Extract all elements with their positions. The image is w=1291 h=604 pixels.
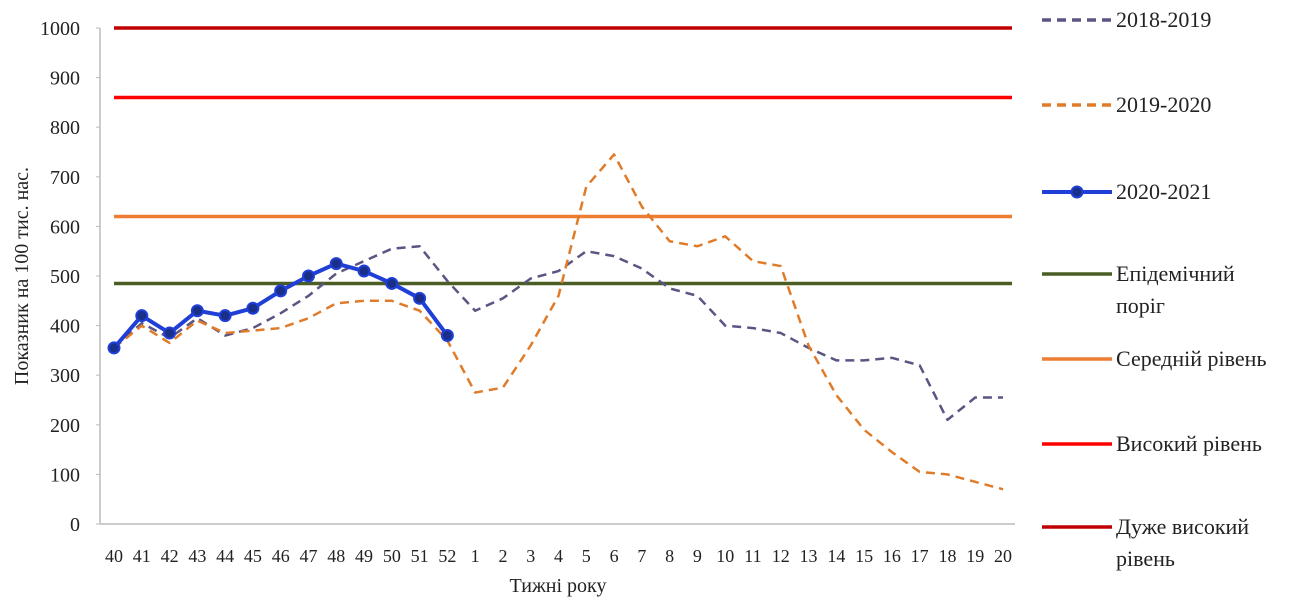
point [357,264,371,278]
legend-item: Епідемічний поріг [1040,258,1276,322]
x-tick-label: 7 [637,546,646,566]
legend-label: Епідемічний поріг [1116,261,1235,318]
x-axis-label: Тижні року [510,575,607,597]
point [246,301,260,315]
x-tick-label: 17 [911,546,929,566]
point [301,269,315,283]
legend-label: Дуже високий рівень [1116,514,1250,571]
x-tick-label: 5 [582,546,591,566]
x-tick-label: 11 [744,546,761,566]
x-tick-label: 52 [438,546,456,566]
point [107,341,121,355]
point [135,309,149,323]
x-tick-label: 6 [610,546,619,566]
y-tick-label: 400 [50,316,80,338]
legend-item: Високий рівень [1040,428,1276,460]
point [440,329,454,343]
x-tick-label: 46 [272,546,290,566]
x-tick-label: 51 [411,546,429,566]
series-line [113,153,1004,491]
x-tick-label: 16 [883,546,901,566]
x-tick-label: 3 [526,546,535,566]
x-tick-label: 42 [161,546,179,566]
legend-swatch [1042,18,1112,22]
x-tick-label: 49 [355,546,373,566]
x-tick-label: 40 [105,546,123,566]
chart: Показник на 100 тис. нас. Тижні року 0 10… [11,18,1015,597]
y-tick-label: 600 [50,216,80,238]
point [190,304,204,318]
x-tick-label: 9 [693,546,702,566]
y-tick-label: 500 [50,266,80,288]
legend-item: 2018-2019 [1040,4,1276,36]
legend-item: 2019-2020 [1040,89,1276,121]
legend-swatch [1042,272,1112,276]
x-tick-label: 43 [188,546,206,566]
y-tick-label: 200 [50,415,80,437]
x-tick-label: 19 [966,546,984,566]
x-tick-label: 18 [938,546,956,566]
series-line [113,244,1003,422]
x-tick-label: 44 [216,546,234,566]
legend-swatch [1042,442,1112,446]
y-tick-label: 1000 [40,18,80,40]
x-tick-label: 41 [133,546,151,566]
x-tick-label: 47 [299,546,317,566]
legend-marker [1070,185,1084,199]
legend-label: 2018-2019 [1116,7,1212,32]
legend-label: Високий рівень [1116,431,1262,456]
legend-swatch [1042,185,1112,199]
y-tick-label: 300 [50,365,80,387]
y-tick-label: 900 [50,68,80,90]
y-tick-label: 100 [50,464,80,486]
x-tick-label: 4 [554,546,563,566]
x-tick-label: 2 [498,546,507,566]
x-tick-label: 48 [327,546,345,566]
x-tick-label: 50 [383,546,401,566]
x-tick-label: 10 [716,546,734,566]
x-tick-label: 20 [994,546,1012,566]
point [274,284,288,298]
x-tick-label: 1 [471,546,480,566]
x-tick-label: 45 [244,546,262,566]
point [218,309,232,323]
legend-swatch [1042,525,1112,529]
legend-label: 2019-2020 [1116,92,1212,117]
legend-swatch [1042,103,1112,107]
legend-swatch [1042,357,1112,361]
legend-item: Дуже високий рівень [1040,511,1276,575]
y-tick-label: 700 [50,167,80,189]
x-tick-label: 14 [827,546,845,566]
point [385,276,399,290]
point [329,257,343,271]
legend-label: 2020-2021 [1116,179,1212,204]
legend-label: Середній рівень [1116,346,1267,371]
legend-item: Середній рівень [1040,343,1276,375]
point [163,326,177,340]
point [413,291,427,305]
y-axis-label: Показник на 100 тис. нас. [11,167,33,385]
x-tick-label: 15 [855,546,873,566]
x-tick-label: 13 [800,546,818,566]
legend-item: 2020-2021 [1040,176,1276,208]
x-tick-label: 12 [772,546,790,566]
y-tick-label: 0 [70,514,80,536]
y-tick-label: 800 [50,117,80,139]
x-tick-label: 8 [665,546,674,566]
